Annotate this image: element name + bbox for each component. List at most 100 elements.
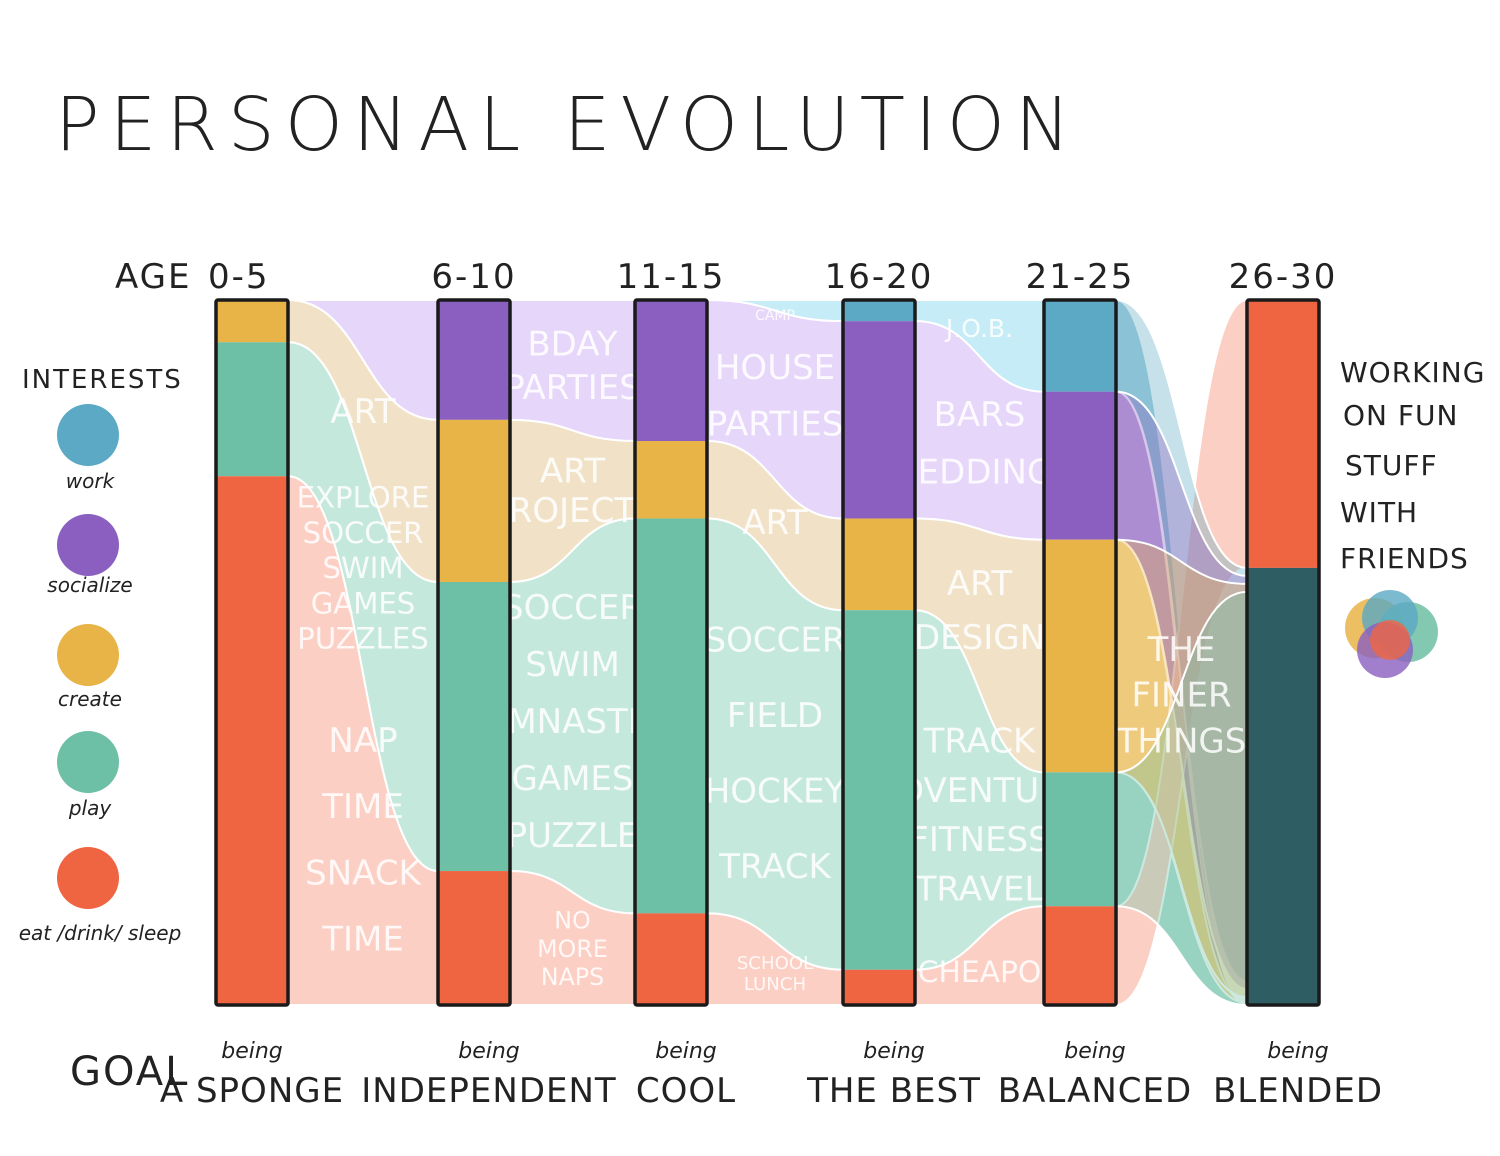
flow-label: FITNESS xyxy=(909,820,1049,860)
bar-outline xyxy=(633,298,709,1007)
legend-swatch-socialize xyxy=(57,514,119,576)
flow-label: GAMES xyxy=(511,759,633,799)
flow-label: ART xyxy=(540,451,605,491)
bar-segment-create xyxy=(1044,539,1116,773)
flow-label: TRAVEL xyxy=(915,870,1044,910)
chart-title: PERSONAL EVOLUTION xyxy=(55,82,1080,168)
legend-label: socialize xyxy=(47,573,132,597)
goal-text: THE BEST xyxy=(806,1071,981,1111)
flow-label: SWIM xyxy=(525,645,620,685)
flow-label: FIELD xyxy=(727,696,823,736)
bar-21-25 xyxy=(1042,298,1118,1007)
flow-label: NAPS xyxy=(541,963,604,991)
bar-segment-play xyxy=(635,518,707,914)
bar-segment-socialize xyxy=(438,300,510,420)
flow-label: J.O.B. xyxy=(944,314,1013,343)
flow-label: TIME xyxy=(321,920,404,960)
bar-segment-blended xyxy=(1247,567,1319,1005)
bar-segment-create xyxy=(438,419,510,582)
flow-label: HOUSE xyxy=(715,348,835,388)
bar-segment-eat xyxy=(438,871,510,1005)
bar-segment-create xyxy=(843,518,915,611)
goal-text: BALANCED xyxy=(998,1071,1192,1111)
age-label: AGE xyxy=(115,257,192,297)
goal-prefix: being xyxy=(655,1039,717,1064)
legend-swatch-create xyxy=(57,624,119,686)
goal-prefix: being xyxy=(1064,1039,1126,1064)
flow-band-eat xyxy=(287,475,439,1007)
flow-label: ART xyxy=(330,392,395,432)
legend-label: work xyxy=(66,469,116,493)
legend: INTERESTS work socialize create play eat /dr… xyxy=(19,365,183,945)
bar-outline xyxy=(841,298,917,1007)
flow-band-work xyxy=(1115,298,1248,983)
flow-label: TRACK xyxy=(923,722,1037,762)
legend-label: play xyxy=(68,796,113,820)
flow-label: THE xyxy=(1147,630,1216,670)
legend-title: INTERESTS xyxy=(22,365,183,395)
flow-label: CAMP xyxy=(755,308,795,324)
legend-label: eat /drink/ sleep xyxy=(19,921,182,945)
bar-16-20 xyxy=(841,298,917,1007)
age-tick-label: 11-15 xyxy=(617,257,726,297)
stacked-bars xyxy=(214,298,1321,1007)
flow-label: SWIM xyxy=(322,551,403,585)
side-note-line: WITH xyxy=(1340,496,1418,529)
flow-label: SOCCER xyxy=(705,621,846,661)
goal-labels: being A SPONGE being INDEPENDENT being COOL be… xyxy=(160,1039,1382,1111)
age-tick-label: 16-20 xyxy=(825,257,934,297)
flow-label: CHEAPO xyxy=(918,955,1042,990)
goal-text: A SPONGE xyxy=(160,1071,344,1111)
flow-label: EXPLORE xyxy=(297,481,430,515)
flow-label: PARTIES xyxy=(707,404,844,444)
bar-segment-play xyxy=(843,610,915,970)
bar-26-30 xyxy=(1245,298,1321,1007)
bar-6-10 xyxy=(436,298,512,1007)
flow-label: BDAY xyxy=(527,324,618,364)
bar-11-15 xyxy=(633,298,709,1007)
flow-bands xyxy=(287,298,1248,1007)
flow-label: SOCCER xyxy=(303,516,424,550)
side-note-line: FRIENDS xyxy=(1340,542,1469,575)
flow-label: ART xyxy=(742,503,807,543)
goal-text: INDEPENDENT xyxy=(361,1071,616,1111)
flow-label: TIME xyxy=(321,787,404,827)
age-tick-label: 21-25 xyxy=(1026,257,1135,297)
flow-label: MORE xyxy=(537,935,608,963)
bar-segment-work xyxy=(1044,300,1116,392)
flow-label: GAMES xyxy=(311,586,416,620)
bar-segment-create xyxy=(635,441,707,519)
flow-label: BARS xyxy=(934,395,1026,435)
goal-prefix: being xyxy=(221,1039,283,1064)
flow-label: THINGS xyxy=(1116,722,1247,762)
goal-prefix: being xyxy=(1267,1039,1329,1064)
flow-label: NO xyxy=(554,907,590,935)
age-tick-label: 6-10 xyxy=(431,257,516,297)
flow-label: PUZZLES xyxy=(297,622,429,656)
legend-swatch-eat xyxy=(57,847,119,909)
flow-label: HOCKEY xyxy=(705,772,846,812)
flow-label: PARTIES xyxy=(504,368,641,408)
bar-outline xyxy=(1042,298,1118,1007)
legend-swatch-play xyxy=(57,731,119,793)
bar-segment-eat xyxy=(1044,906,1116,1005)
bar-segment-socialize xyxy=(843,321,915,519)
bar-segment-socialize xyxy=(635,300,707,441)
goal-prefix: being xyxy=(863,1039,925,1064)
bar-outline xyxy=(1245,298,1321,1007)
legend-label: create xyxy=(58,687,122,711)
bar-segment-work xyxy=(843,300,915,322)
side-note-line: ON FUN xyxy=(1343,399,1458,432)
legend-swatch-work xyxy=(57,404,119,466)
goal-label: GOAL xyxy=(70,1049,189,1095)
side-note: WORKING ON FUN STUFF WITH FRIENDS xyxy=(1340,356,1484,678)
bar-segment-eat xyxy=(843,969,915,1005)
flow-label: SOCCER xyxy=(502,588,643,628)
age-tick-label: 0-5 xyxy=(208,257,270,297)
flow-label: SCHOOL xyxy=(737,953,813,974)
flow-label: TRACK xyxy=(718,847,832,887)
bar-outline xyxy=(436,298,512,1007)
bar-segment-eat xyxy=(216,476,288,1005)
flow-label: PUZZLE xyxy=(507,816,639,856)
